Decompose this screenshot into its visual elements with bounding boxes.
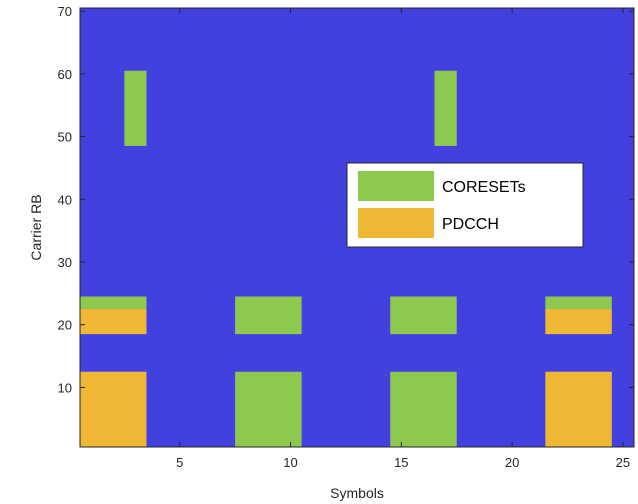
x-tick-label-20: 20 <box>505 455 519 470</box>
coresets-region-4 <box>390 296 457 335</box>
legend-swatch-coresets <box>358 171 434 201</box>
pdcch-region-0 <box>80 309 147 335</box>
pdcch-region-1 <box>545 309 612 335</box>
x-tick-label-25: 25 <box>616 455 630 470</box>
y-tick-label-10: 10 <box>58 380 72 395</box>
y-tick-label-20: 20 <box>58 318 72 333</box>
pdcch-region-3 <box>545 371 612 447</box>
legend: CORESETs PDCCH <box>346 162 584 248</box>
x-tick-label-5: 5 <box>176 455 183 470</box>
axes: 5 10 15 20 25 10 20 30 40 50 60 70 <box>58 4 635 470</box>
coresets-region-1 <box>434 70 457 146</box>
y-tick-label-60: 60 <box>58 67 72 82</box>
y-tick-label-30: 30 <box>58 255 72 270</box>
coresets-region-7 <box>390 371 457 447</box>
y-axis-label: Carrier RB <box>28 194 44 260</box>
coresets-region-6 <box>235 371 302 447</box>
coresets-region-5 <box>545 296 612 310</box>
y-tick-label-40: 40 <box>58 192 72 207</box>
x-tick-label-10: 10 <box>283 455 297 470</box>
legend-label-coresets: CORESETs <box>442 179 526 196</box>
pdcch-region-2 <box>80 371 147 447</box>
coresets-region-2 <box>80 296 147 310</box>
legend-swatch-pdcch <box>358 208 434 238</box>
legend-label-pdcch: PDCCH <box>442 216 499 233</box>
coresets-region-3 <box>235 296 302 335</box>
y-tick-label-70: 70 <box>58 4 72 19</box>
axes-box <box>79 7 635 448</box>
x-tick-label-15: 15 <box>394 455 408 470</box>
x-axis-label: Symbols <box>330 485 384 501</box>
coresets-region-0 <box>124 70 147 146</box>
y-tick-label-50: 50 <box>58 130 72 145</box>
